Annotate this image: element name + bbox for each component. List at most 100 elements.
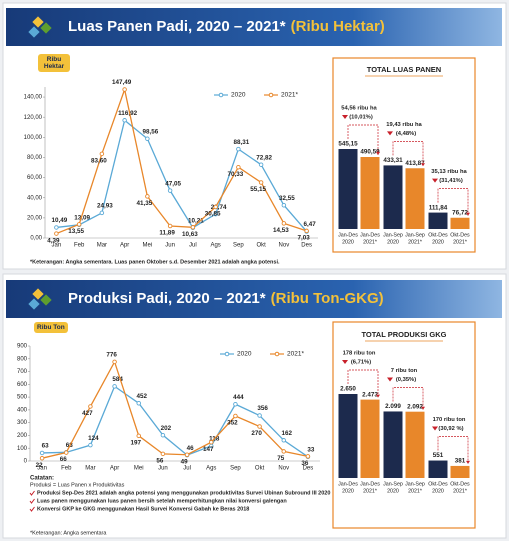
- x-tick-label: Jun: [165, 243, 175, 249]
- data-label: 490,59: [360, 149, 380, 156]
- data-label: 46: [187, 445, 195, 452]
- data-label: 433,31: [383, 157, 403, 164]
- x-tick-label: Okt: [256, 243, 266, 249]
- y-tick-label: 120,00: [24, 115, 43, 121]
- data-label: 147,49: [112, 79, 132, 86]
- notes-formula: Produksi = Luas Panen x Produktivitas: [30, 482, 125, 488]
- annotation-change: (30,92 %): [438, 426, 463, 432]
- down-arrow: [432, 426, 438, 431]
- data-label: 444: [233, 394, 244, 401]
- point: [136, 433, 141, 439]
- point: [257, 424, 262, 429]
- data-label: 4,39: [47, 237, 60, 244]
- bar: [428, 460, 448, 478]
- bar-title: TOTAL LUAS PANEN: [367, 65, 441, 74]
- data-label: 7,03: [297, 235, 310, 242]
- legend-label: 2021*: [287, 351, 304, 358]
- bar: [338, 394, 358, 478]
- y-tick-label: 140,00: [24, 95, 43, 101]
- data-label: 162: [281, 430, 292, 437]
- legend-label: 2021*: [281, 92, 298, 99]
- point: [145, 194, 150, 199]
- data-label: 76,72: [452, 209, 468, 216]
- point: [88, 404, 93, 409]
- point: [213, 211, 218, 217]
- annotation: 7 ribu ton: [391, 368, 418, 374]
- data-label: 22: [36, 462, 44, 469]
- banner: [6, 280, 502, 318]
- y-tick-label: 80,00: [27, 155, 43, 161]
- arrow-head: [466, 460, 470, 464]
- x-tick-label: Jan-Sep: [383, 481, 403, 487]
- series-line: [56, 119, 308, 232]
- point: [208, 439, 214, 445]
- annotation: 35,13 ribu ha: [431, 169, 467, 175]
- footnote: *Keterangan: Angka sementara. Luas panen…: [30, 259, 280, 265]
- bar: [360, 399, 380, 478]
- legend-marker: [268, 92, 274, 98]
- data-label: 75: [277, 455, 285, 462]
- check: [29, 506, 35, 512]
- data-label: 147: [203, 446, 214, 453]
- x-tick-label: Apr: [110, 466, 119, 472]
- bar: [405, 411, 425, 478]
- data-label: 83,60: [91, 158, 107, 165]
- bar: [405, 168, 425, 229]
- x-tick-label: 2020: [432, 239, 444, 245]
- data-label: 70,33: [227, 171, 243, 178]
- x-tick-label: Mei: [143, 243, 153, 249]
- x-tick-label: Sep: [230, 466, 241, 472]
- data-label: 72,82: [256, 154, 272, 161]
- data-label: 197: [130, 439, 141, 446]
- x-tick-label: Jul: [189, 243, 197, 249]
- down-arrow: [387, 377, 393, 382]
- point: [281, 221, 287, 226]
- data-label: 11,89: [159, 230, 175, 237]
- x-tick-label: Mar: [97, 243, 107, 249]
- x-tick-label: 2021*: [363, 488, 377, 494]
- bar: [450, 465, 470, 478]
- annotation-change: (10,01%): [349, 115, 373, 121]
- x-tick-label: 2020: [342, 488, 354, 494]
- bracket: [437, 436, 469, 464]
- notes-item: Luas panen menggunakan luas panen bersih…: [37, 498, 287, 504]
- point: [281, 202, 287, 208]
- point: [160, 451, 166, 457]
- series-line: [41, 360, 309, 459]
- point: [76, 222, 82, 227]
- annotation: 19,43 ribu ha: [386, 122, 422, 128]
- data-label: 98,56: [142, 128, 158, 135]
- point: [99, 210, 105, 216]
- y-tick-label: 100,00: [24, 135, 43, 141]
- x-tick-label: Jan: [52, 243, 62, 249]
- point: [167, 188, 173, 193]
- point: [112, 359, 117, 365]
- legend-marker: [218, 92, 224, 98]
- y-axis-label: Ribu Ton: [34, 322, 68, 334]
- point: [112, 384, 117, 389]
- data-label: 356: [257, 405, 268, 412]
- data-label: 63: [42, 443, 50, 450]
- y-tick-label: 600: [17, 382, 28, 388]
- down-arrow: [342, 360, 348, 364]
- data-label: 124: [88, 435, 99, 442]
- subtitle: (Ribu Hektar): [291, 18, 385, 35]
- point: [233, 413, 238, 419]
- annotation-change: (31,41%): [439, 178, 463, 184]
- title: Produksi Padi, 2020 – 2021*: [68, 290, 266, 307]
- data-label: 2.099: [385, 403, 401, 410]
- y-tick-label: 20,00: [27, 215, 43, 221]
- point: [236, 164, 241, 170]
- x-tick-label: Apr: [120, 243, 129, 249]
- data-label: 111,84: [429, 204, 448, 211]
- down-arrow: [387, 131, 393, 136]
- legend-label: 2020: [237, 351, 252, 358]
- data-label: 2.473: [362, 391, 378, 398]
- x-tick-label: 2021*: [363, 239, 377, 245]
- point: [305, 454, 311, 459]
- series-line: [42, 385, 309, 458]
- x-tick-label: Jan-Des: [338, 232, 358, 238]
- data-label: 270: [251, 430, 262, 437]
- annotation: 54,56 ribu ha: [341, 106, 377, 112]
